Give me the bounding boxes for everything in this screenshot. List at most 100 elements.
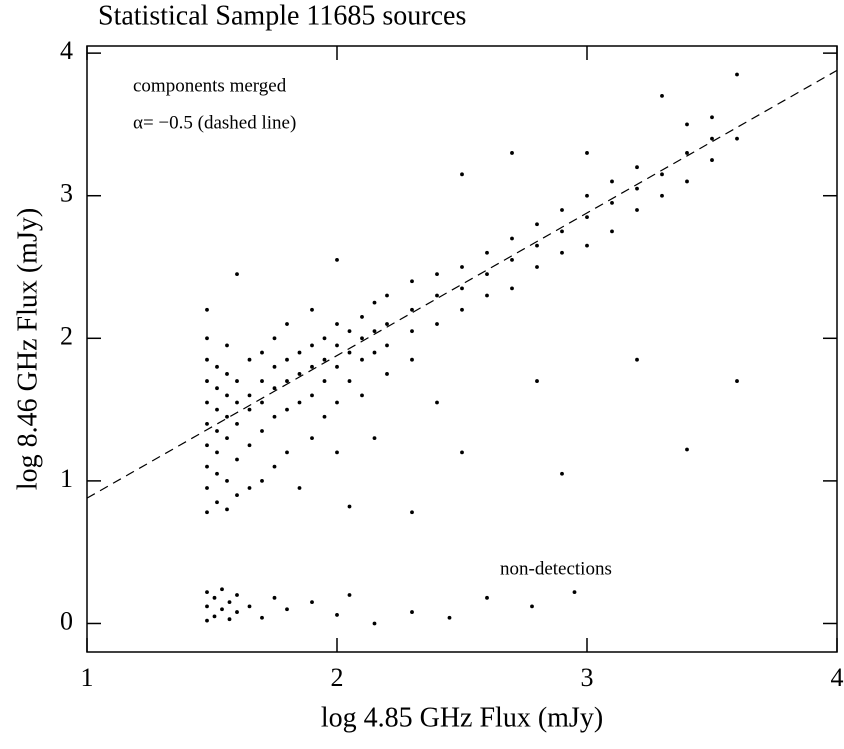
point bbox=[485, 272, 489, 277]
point bbox=[335, 343, 339, 348]
point bbox=[310, 343, 314, 348]
point bbox=[710, 158, 714, 162]
point bbox=[372, 621, 377, 626]
point bbox=[610, 179, 614, 184]
point bbox=[215, 429, 219, 433]
point bbox=[335, 613, 339, 617]
point bbox=[460, 172, 464, 177]
point bbox=[205, 400, 209, 405]
point bbox=[272, 595, 277, 600]
point bbox=[322, 414, 327, 419]
point bbox=[510, 236, 514, 241]
point bbox=[410, 510, 414, 515]
x-tick-label: 3 bbox=[581, 663, 594, 692]
point bbox=[347, 379, 352, 383]
point bbox=[460, 265, 464, 269]
point bbox=[225, 436, 229, 441]
point bbox=[260, 615, 264, 620]
point bbox=[535, 265, 539, 269]
point bbox=[335, 450, 339, 455]
point bbox=[215, 364, 219, 369]
point bbox=[215, 450, 219, 455]
point bbox=[247, 443, 252, 448]
point bbox=[285, 379, 289, 383]
point bbox=[235, 421, 239, 426]
point bbox=[215, 471, 219, 476]
point bbox=[347, 329, 352, 334]
point bbox=[310, 364, 314, 369]
point bbox=[710, 115, 714, 120]
point bbox=[285, 322, 289, 326]
point bbox=[660, 94, 664, 98]
point bbox=[530, 604, 534, 609]
point bbox=[272, 414, 277, 419]
point bbox=[297, 400, 302, 405]
point bbox=[435, 272, 439, 277]
point bbox=[635, 165, 639, 170]
point bbox=[410, 279, 414, 284]
point bbox=[435, 322, 439, 326]
point bbox=[360, 315, 364, 319]
point bbox=[322, 357, 327, 362]
point bbox=[572, 590, 577, 595]
point bbox=[485, 293, 489, 298]
point bbox=[297, 350, 302, 355]
point bbox=[272, 364, 277, 369]
point bbox=[447, 615, 452, 620]
point bbox=[385, 372, 389, 376]
point bbox=[685, 179, 689, 184]
point bbox=[560, 229, 564, 234]
point bbox=[220, 587, 224, 592]
point bbox=[510, 151, 514, 155]
point bbox=[560, 250, 564, 255]
point bbox=[235, 379, 239, 383]
point bbox=[372, 436, 377, 441]
point bbox=[215, 386, 219, 391]
point bbox=[560, 208, 564, 212]
point bbox=[535, 222, 539, 227]
point bbox=[360, 393, 364, 398]
point bbox=[260, 478, 264, 483]
point bbox=[335, 364, 339, 369]
point bbox=[215, 500, 219, 505]
point bbox=[410, 307, 414, 312]
point bbox=[485, 595, 489, 600]
point bbox=[372, 350, 377, 355]
point bbox=[235, 610, 239, 614]
point bbox=[347, 504, 352, 509]
point bbox=[510, 286, 514, 291]
point bbox=[372, 300, 377, 305]
point bbox=[235, 457, 239, 462]
point bbox=[285, 450, 289, 455]
point bbox=[685, 151, 689, 155]
point bbox=[247, 407, 252, 412]
point bbox=[347, 593, 352, 597]
point bbox=[310, 307, 314, 312]
point bbox=[385, 293, 389, 298]
point bbox=[460, 450, 464, 455]
point bbox=[272, 464, 277, 469]
point bbox=[585, 193, 589, 198]
point bbox=[227, 617, 232, 622]
point bbox=[335, 400, 339, 405]
point bbox=[585, 215, 589, 220]
point bbox=[485, 250, 489, 255]
point bbox=[535, 379, 539, 383]
point bbox=[360, 336, 364, 341]
y-tick-label: 2 bbox=[60, 321, 73, 350]
reference-line bbox=[86, 69, 838, 499]
point bbox=[435, 400, 439, 405]
y-tick-label: 4 bbox=[60, 36, 73, 65]
point bbox=[260, 400, 264, 405]
point bbox=[205, 357, 209, 362]
point bbox=[272, 336, 277, 341]
point bbox=[235, 593, 239, 597]
point bbox=[205, 618, 209, 623]
point bbox=[635, 208, 639, 212]
point bbox=[322, 379, 327, 383]
point bbox=[660, 172, 664, 177]
point bbox=[205, 590, 209, 595]
point bbox=[535, 243, 539, 248]
point bbox=[585, 151, 589, 155]
point bbox=[225, 478, 229, 483]
